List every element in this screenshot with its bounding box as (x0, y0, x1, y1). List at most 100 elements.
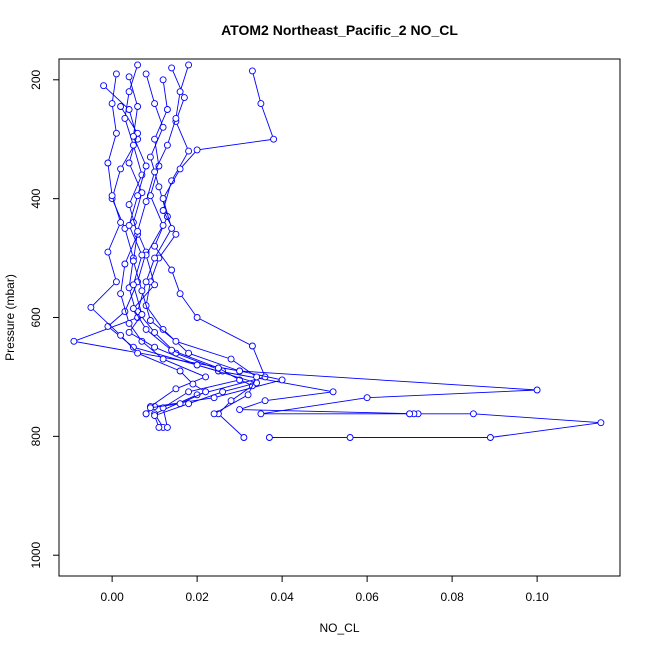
series-7 (87, 70, 210, 412)
data-point (278, 376, 286, 384)
data-point (125, 319, 133, 327)
x-tick-label: 0.00 (100, 590, 124, 604)
series-line (90, 73, 207, 409)
series-line (72, 85, 601, 438)
data-point (346, 434, 354, 441)
data-point (121, 260, 129, 268)
data-point (253, 373, 261, 381)
data-point (134, 103, 142, 110)
data-point (214, 364, 222, 372)
data-point (142, 410, 150, 418)
data-point (163, 106, 171, 113)
data-point (142, 70, 150, 78)
data-point (142, 325, 150, 333)
data-point (129, 305, 137, 313)
data-point (486, 434, 494, 441)
data-point (176, 367, 184, 375)
data-point (142, 198, 150, 206)
data-point (151, 412, 159, 420)
data-point (129, 281, 137, 289)
data-point (227, 355, 235, 363)
data-point (142, 162, 150, 170)
data-point (244, 391, 252, 399)
data-point (236, 367, 244, 375)
data-point (172, 385, 180, 393)
y-tick-label: 200 (29, 69, 43, 89)
chart-title: ATOM2 Northeast_Pacific_2 NO_CL (221, 22, 458, 38)
data-point (155, 183, 163, 191)
series-8 (125, 73, 261, 431)
data-point (146, 317, 154, 324)
data-point (176, 290, 184, 298)
series-4 (134, 67, 278, 441)
data-point (125, 328, 133, 336)
data-point (329, 388, 337, 396)
data-point (108, 100, 116, 108)
data-point (138, 251, 146, 259)
data-point (257, 410, 265, 418)
data-point (151, 328, 159, 336)
data-point (219, 388, 227, 396)
data-point (159, 76, 167, 84)
data-point (121, 114, 129, 122)
x-tick-label: 0.04 (270, 590, 294, 604)
data-point (159, 325, 167, 333)
data-point (168, 224, 176, 232)
y-axis-label: Pressure (mbar) (3, 274, 17, 361)
data-point (112, 278, 120, 286)
data-point (125, 201, 133, 209)
data-point (240, 434, 248, 441)
data-point (129, 141, 137, 149)
data-point (159, 221, 167, 229)
data-point (185, 147, 193, 155)
x-tick-label: 0.06 (355, 590, 379, 604)
data-point (104, 322, 112, 330)
data-point (533, 386, 541, 394)
data-point (261, 397, 269, 405)
data-point (172, 230, 180, 238)
data-point (185, 400, 193, 408)
y-tick-label: 1000 (29, 542, 43, 569)
data-point (168, 266, 176, 274)
series-0 (70, 82, 605, 441)
data-point (248, 67, 256, 75)
data-point (159, 207, 167, 214)
data-point (129, 343, 137, 351)
data-point (138, 311, 146, 318)
data-point (146, 404, 154, 412)
data-point (108, 192, 116, 200)
data-point (117, 331, 125, 339)
data-point (112, 129, 120, 137)
data-point (159, 195, 167, 203)
data-point (185, 61, 193, 69)
data-point (117, 103, 125, 110)
x-tick-label: 0.08 (440, 590, 464, 604)
data-point (189, 380, 197, 388)
data-point (125, 159, 133, 167)
y-axis: 200 400 600 800 1000 (29, 69, 60, 569)
data-point (248, 342, 256, 350)
data-point (270, 135, 278, 143)
data-point (257, 100, 265, 108)
x-tick-label: 0.10 (525, 590, 549, 604)
data-point (134, 349, 142, 357)
x-axis-label: NO_CL (319, 621, 359, 635)
data-point (202, 373, 210, 381)
data-point (151, 281, 159, 289)
data-point (163, 141, 171, 149)
data-point (159, 355, 167, 363)
data-point (87, 303, 95, 311)
series-line (132, 79, 241, 428)
data-point (469, 410, 477, 418)
data-point (134, 61, 142, 69)
series-line (132, 64, 258, 415)
data-point (125, 88, 133, 96)
y-tick-label: 800 (29, 426, 43, 446)
data-point (151, 168, 159, 176)
data-point (176, 165, 184, 173)
data-point (104, 159, 112, 167)
x-tick-label: 0.02 (185, 590, 209, 604)
data-point (125, 221, 133, 229)
data-point (193, 146, 201, 154)
